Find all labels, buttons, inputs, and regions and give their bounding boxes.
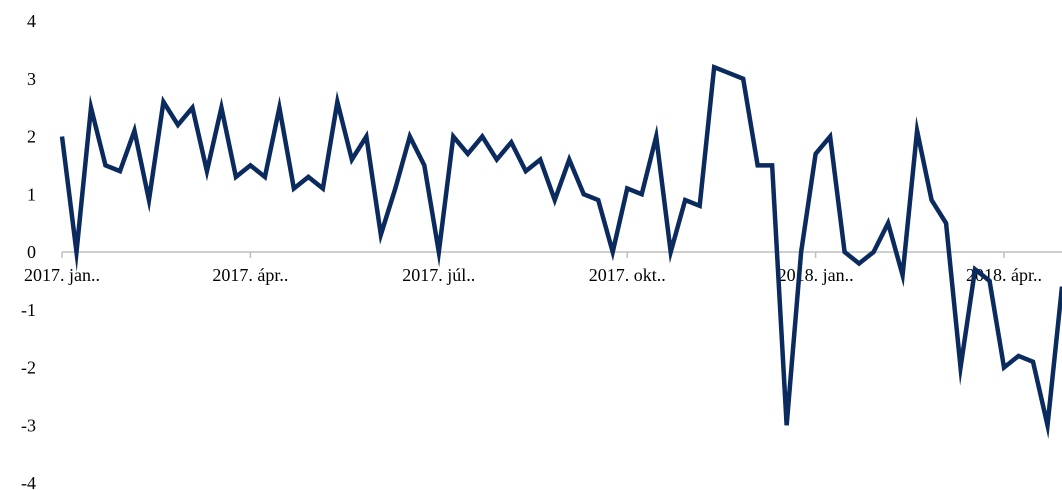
series-layer: [59, 64, 1062, 439]
y-tick-label: -2: [21, 358, 36, 378]
y-tick-label: -1: [21, 300, 36, 320]
y-tick-label: -3: [21, 415, 36, 435]
x-tick-label: 2017. ápr..: [212, 265, 288, 285]
y-tick-label: 3: [27, 69, 36, 89]
x-tick-label: 2017. jan..: [24, 265, 100, 285]
series-line: [59, 64, 1062, 439]
x-axis-tick-marks: [61, 252, 1005, 258]
x-tick-label: 2017. okt..: [589, 265, 666, 285]
y-tick-label: 2: [27, 127, 36, 147]
y-tick-label: 0: [27, 242, 36, 262]
x-axis-tick-labels: 2017. jan.. 2017. ápr.. 2017. júl.. 2017. o…: [24, 265, 1042, 285]
y-tick-label: 4: [27, 11, 36, 31]
x-tick-label: 2017. júl..: [402, 265, 475, 285]
y-tick-label: -4: [21, 473, 36, 490]
x-tick-label: 2018. ápr..: [966, 265, 1042, 285]
y-tick-label: 1: [27, 184, 36, 204]
y-axis-tick-labels: 4 3 2 1 0 -1 -2 -3 -4: [21, 11, 36, 490]
x-tick-label: 2018. jan..: [778, 265, 854, 285]
